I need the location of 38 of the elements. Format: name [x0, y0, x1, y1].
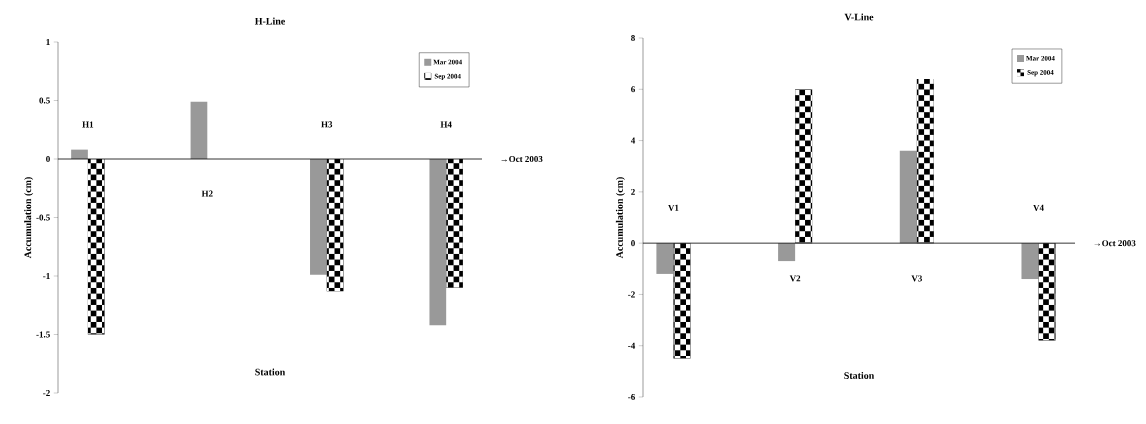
y-tick-label: 6	[631, 86, 635, 93]
y-tick-label: 1	[46, 39, 50, 45]
bar	[1021, 243, 1039, 280]
y-tick-label: -1	[43, 273, 50, 279]
bar	[778, 243, 796, 262]
x-tick-label: V2	[789, 275, 801, 282]
y-tick-label: 0	[46, 155, 50, 163]
y-tick-label: -1.5	[36, 331, 50, 338]
x-tick-label: V4	[1033, 204, 1044, 211]
bar	[656, 243, 674, 274]
x-tick-label: H3	[321, 121, 333, 128]
y-tick-label: 8	[631, 34, 635, 42]
y-tick-label: 0.5	[39, 97, 50, 104]
bar	[429, 159, 447, 326]
x-tick-label: V1	[668, 204, 679, 211]
y-tick-label: -4	[628, 342, 636, 349]
x-axis-title: Station	[255, 368, 286, 376]
bar	[310, 159, 327, 275]
x-tick-label: H2	[201, 190, 213, 197]
x-tick-label: H1	[82, 121, 94, 128]
x-tick-label: H4	[440, 121, 452, 128]
y-tick-label: 0	[631, 240, 635, 247]
y-tick-label: -6	[628, 393, 635, 401]
x-axis-title: Station	[844, 371, 875, 379]
bar	[899, 150, 917, 244]
y-axis-title: Accumulation (cm)	[615, 177, 625, 259]
y-tick-label: -2	[628, 291, 635, 298]
y-tick-label: 4	[630, 137, 636, 144]
chart-title: V-Line	[844, 13, 874, 21]
y-tick-label: -0.5	[36, 214, 50, 221]
y-tick-label: 2	[631, 188, 635, 195]
y-tick-label: -2	[43, 390, 50, 396]
x-tick-label: V3	[911, 275, 922, 282]
y-axis-title: Accumulation (cm)	[24, 177, 34, 259]
ref-line-label: →Oct 2003	[1094, 240, 1136, 247]
bar	[190, 101, 208, 159]
ref-line-label: →Oct 2003	[501, 155, 543, 163]
chart-title: H-Line	[254, 17, 285, 25]
